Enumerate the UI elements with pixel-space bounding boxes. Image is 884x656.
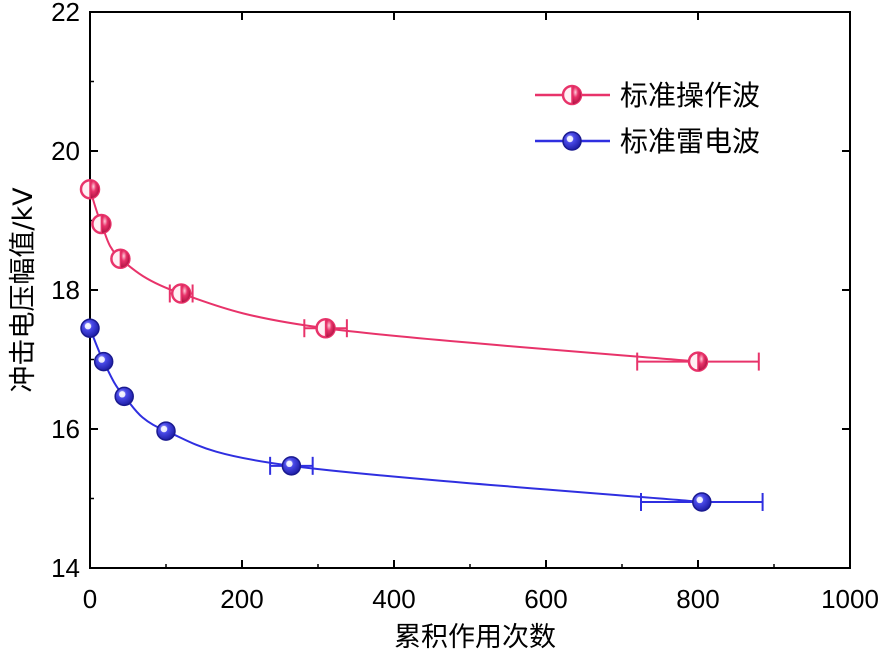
legend-item-operating-wave: 标准操作波 xyxy=(535,79,760,112)
legend-symbol-operating-wave-fill xyxy=(572,86,581,104)
y-axis-ticks xyxy=(90,11,850,569)
data-point-operating-wave-1-fill xyxy=(101,214,111,233)
data-point-operating-wave-5-fill xyxy=(698,352,707,371)
data-point-operating-wave-2-fill xyxy=(120,249,130,268)
legend-symbol-operating-wave xyxy=(561,84,583,106)
legend-label-lightning-wave: 标准雷电波 xyxy=(620,125,760,158)
data-point-lightning-wave-4 xyxy=(281,456,302,476)
data-point-lightning-wave-5 xyxy=(692,492,712,512)
series-lightning-wave xyxy=(80,318,764,512)
legend-item-lightning-wave: 标准雷电波 xyxy=(535,125,760,158)
data-point-lightning-wave-2-highlight xyxy=(119,391,126,398)
legend-symbol-lightning-wave xyxy=(562,131,582,151)
data-point-operating-wave-3 xyxy=(170,283,192,304)
y-tick-label-18: 18 xyxy=(51,275,80,305)
legend-marker-operating-wave xyxy=(561,84,583,106)
data-point-operating-wave-0 xyxy=(79,178,101,200)
x-tick-label-0: 0 xyxy=(83,584,97,614)
y-tick-label-22: 22 xyxy=(51,0,80,27)
series-operating-wave xyxy=(79,178,760,372)
data-point-lightning-wave-2 xyxy=(114,386,134,407)
data-point-operating-wave-5 xyxy=(687,351,709,372)
legend-symbol-lightning-wave-highlight xyxy=(566,135,574,143)
x-tick-label-1000: 1000 xyxy=(821,584,879,614)
data-point-lightning-wave-4-highlight xyxy=(286,460,293,468)
x-tick-label-200: 200 xyxy=(220,584,263,614)
data-point-operating-wave-2 xyxy=(110,248,131,269)
data-point-lightning-wave-0 xyxy=(80,318,100,338)
legend: 标准操作波 标准雷电波 xyxy=(535,79,760,158)
y-tick-label-20: 20 xyxy=(51,136,80,166)
data-point-lightning-wave-0-highlight xyxy=(84,323,92,330)
data-point-lightning-wave-1-highlight xyxy=(98,356,105,363)
data-point-lightning-wave-3 xyxy=(156,421,176,441)
data-point-operating-wave-3-fill xyxy=(181,284,191,303)
data-point-operating-wave-4 xyxy=(315,317,336,339)
y-tick-label-14: 14 xyxy=(51,553,80,583)
y-tick-label-16: 16 xyxy=(51,414,80,444)
x-axis-tick-labels: 0 200 400 600 800 1000 xyxy=(83,584,879,614)
x-axis-ticks xyxy=(89,12,851,568)
x-tick-label-600: 600 xyxy=(524,584,567,614)
data-point-lightning-wave-3-highlight xyxy=(160,425,168,433)
legend-marker-lightning-wave xyxy=(562,131,582,151)
y-axis-tick-labels: 14 16 18 20 22 xyxy=(51,0,80,583)
x-tick-label-800: 800 xyxy=(676,584,719,614)
legend-label-operating-wave: 标准操作波 xyxy=(620,79,760,112)
data-point-operating-wave-4-fill xyxy=(325,319,335,338)
x-tick-label-400: 400 xyxy=(372,584,415,614)
series-line-operating-wave xyxy=(89,188,699,363)
y-axis-title: 冲击电压幅值/kV xyxy=(8,187,39,393)
data-point-operating-wave-1 xyxy=(91,213,112,235)
x-axis-title: 累积作用次数 xyxy=(394,622,556,653)
data-point-operating-wave-0-fill xyxy=(90,180,99,199)
series-layer xyxy=(79,178,764,512)
data-point-lightning-wave-1 xyxy=(93,351,114,372)
data-point-lightning-wave-5-highlight xyxy=(696,496,703,504)
